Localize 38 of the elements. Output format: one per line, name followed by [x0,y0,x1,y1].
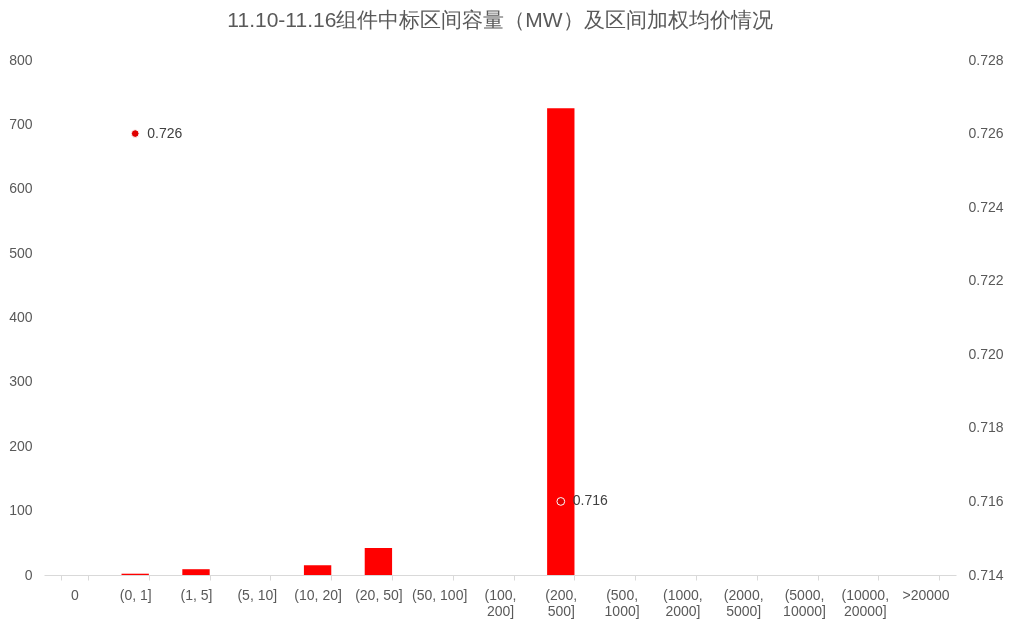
y2-tick-label: 0.724 [968,198,1004,215]
x-tick-label: (200, 500] [545,586,578,619]
x-tick-label: (20, 50] [355,586,403,603]
x-tick-label: (0, 1] [119,586,152,603]
x-tick-label: (50, 100] [412,586,468,603]
y2-tick-label: 0.726 [968,125,1004,142]
chart-title: 11.10-11.16组件中标区间容量（MW）及区间加权均价情况 [227,8,773,31]
x-tick-label: (5, 10] [237,586,278,603]
x-tick-label: (100, 200] [484,586,517,619]
y-tick-label: 800 [9,51,33,68]
x-tick-label: (10000, 20000] [841,586,890,619]
bar [547,108,575,575]
y-tick-label: 700 [9,115,33,132]
y2-tick-label: 0.716 [968,492,1004,509]
y2-tick-label: 0.718 [968,419,1004,436]
data-label: 0.726 [147,124,183,141]
y-tick-label: 200 [9,437,33,454]
bar [303,565,332,575]
y2-tick-label: 0.722 [968,272,1004,289]
x-tick-label: (10, 20] [294,586,342,603]
y-tick-label: 500 [9,244,33,261]
x-tick-label: (5000, 10000] [783,586,826,619]
x-tick-label: >20000 [902,586,950,603]
x-tick-label: (1, 5] [180,586,213,603]
x-tick-label: 0 [71,586,79,603]
x-tick-label: (2000, 5000] [723,586,764,619]
y-tick-label: 100 [9,502,33,519]
y-tick-label: 0 [24,566,33,583]
y2-tick-label: 0.714 [968,566,1004,583]
bar [364,547,393,575]
y-tick-label: 300 [9,373,33,390]
x-tick-label: (500, 1000] [604,586,640,619]
y2-tick-label: 0.720 [968,345,1004,362]
y2-tick-label: 0.728 [968,51,1004,68]
bar [182,569,210,575]
y-tick-label: 600 [9,180,33,197]
y-tick-label: 400 [9,309,33,325]
x-tick-label: (1000, 2000] [663,586,703,619]
